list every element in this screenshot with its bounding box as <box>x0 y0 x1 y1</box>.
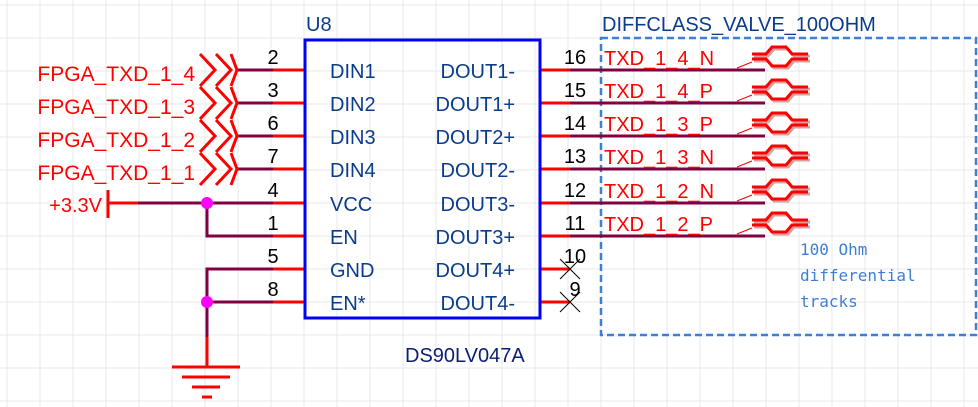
pin-name: EN* <box>330 293 366 315</box>
pin-number: 6 <box>267 113 278 135</box>
net-label[interactable]: TXD_1_2_N <box>604 181 714 203</box>
diff-class-note-line: differential <box>800 266 916 285</box>
pin-number: 3 <box>267 80 278 102</box>
pin-name: GND <box>330 260 374 282</box>
net-label[interactable]: TXD_1_4_P <box>604 81 713 103</box>
pin-name: DIN2 <box>330 94 376 116</box>
net-label[interactable]: TXD_1_3_N <box>604 147 714 169</box>
pin-number: 7 <box>267 146 278 168</box>
wire[interactable] <box>205 203 273 238</box>
no-connect-icon[interactable] <box>559 258 581 280</box>
pin-name: EN <box>330 227 358 249</box>
pin-number: 12 <box>564 180 586 202</box>
net-label[interactable]: TXD_1_4_N <box>604 48 714 70</box>
pin-number: 8 <box>267 279 278 301</box>
pins: 2 DIN1 3 DIN2 6 DIN3 7 DIN4 4 VCC 1 EN 5 GND 8 EN* 16 DOU… <box>267 47 586 315</box>
diff-class-name[interactable]: DIFFCLASS_VALVE_100OHM <box>602 14 876 36</box>
wires <box>138 68 765 337</box>
pin-number: 4 <box>267 180 278 202</box>
symbols: FPGA_TXD_1_4 FPGA_TXD_1_3 FPGA_TXD_1_2 FPGA… <box>37 45 810 399</box>
diff-pair-icon[interactable] <box>752 78 810 103</box>
pin-number: 2 <box>267 47 278 69</box>
diff-pair-icon[interactable] <box>752 111 810 136</box>
pin-number: 16 <box>564 47 586 69</box>
pin-number: 9 <box>569 279 580 301</box>
diff-class-note-line: 100 Ohm <box>800 240 867 259</box>
diff-pair-icon[interactable] <box>752 45 810 70</box>
component-body[interactable] <box>303 38 542 320</box>
diff-pair-icon[interactable] <box>752 144 810 169</box>
pin-number: 11 <box>565 213 586 235</box>
pin-number: 10 <box>564 246 586 268</box>
power-port-label[interactable]: +3.3V <box>49 195 102 217</box>
pin-name: DOUT2+ <box>436 127 515 149</box>
input-port-label[interactable]: FPGA_TXD_1_3 <box>37 96 195 119</box>
pin-number: 13 <box>564 146 586 168</box>
input-port-label[interactable]: FPGA_TXD_1_2 <box>37 129 195 152</box>
pin-name: DOUT1+ <box>436 94 515 116</box>
pin-name: DIN1 <box>330 61 376 83</box>
component-designator[interactable]: U8 <box>306 14 332 36</box>
diff-pair-directive-leader <box>736 227 753 235</box>
diff-pair-directive-leader <box>736 61 753 69</box>
pin-name: DIN3 <box>330 127 376 149</box>
pin-name: DIN4 <box>330 160 376 182</box>
diff-pair-directive-leader <box>736 127 753 135</box>
pin-name: VCC <box>330 194 372 216</box>
component-part-number[interactable]: DS90LV047A <box>405 345 525 367</box>
input-port-icon[interactable] <box>198 118 239 154</box>
no-connect-icon[interactable] <box>559 291 581 313</box>
pin-number: 15 <box>564 80 586 102</box>
input-port-icon[interactable] <box>198 52 239 88</box>
pin-number: 14 <box>564 113 586 135</box>
input-port-label[interactable]: FPGA_TXD_1_1 <box>37 162 195 185</box>
net-label[interactable]: TXD_1_3_P <box>604 114 713 136</box>
pin-name: DOUT1- <box>441 61 515 83</box>
diff-pair-icon[interactable] <box>752 211 810 236</box>
diff-class-region[interactable] <box>599 36 978 337</box>
pin-name: DOUT2- <box>441 160 515 182</box>
diff-pair-icon[interactable] <box>752 178 810 203</box>
junction-dot <box>201 296 213 308</box>
diff-class-note-line: tracks <box>800 292 858 311</box>
input-port-label[interactable]: FPGA_TXD_1_4 <box>37 63 195 86</box>
pin-name: DOUT3+ <box>436 227 515 249</box>
pin-name: DOUT4+ <box>436 260 515 282</box>
pin-name: DOUT4- <box>441 293 515 315</box>
pin-number: 1 <box>267 213 278 235</box>
wire[interactable] <box>205 267 273 337</box>
pin-number: 5 <box>267 246 278 268</box>
pin-name: DOUT3- <box>441 194 515 216</box>
net-label[interactable]: TXD_1_2_P <box>604 214 713 236</box>
diff-pair-directive-leader <box>736 194 753 202</box>
input-port-icon[interactable] <box>198 85 239 121</box>
input-port-icon[interactable] <box>198 151 239 187</box>
junction-dot <box>201 197 213 209</box>
diff-pair-directive-leader <box>736 160 753 168</box>
diff-pair-directive-leader <box>736 94 753 102</box>
